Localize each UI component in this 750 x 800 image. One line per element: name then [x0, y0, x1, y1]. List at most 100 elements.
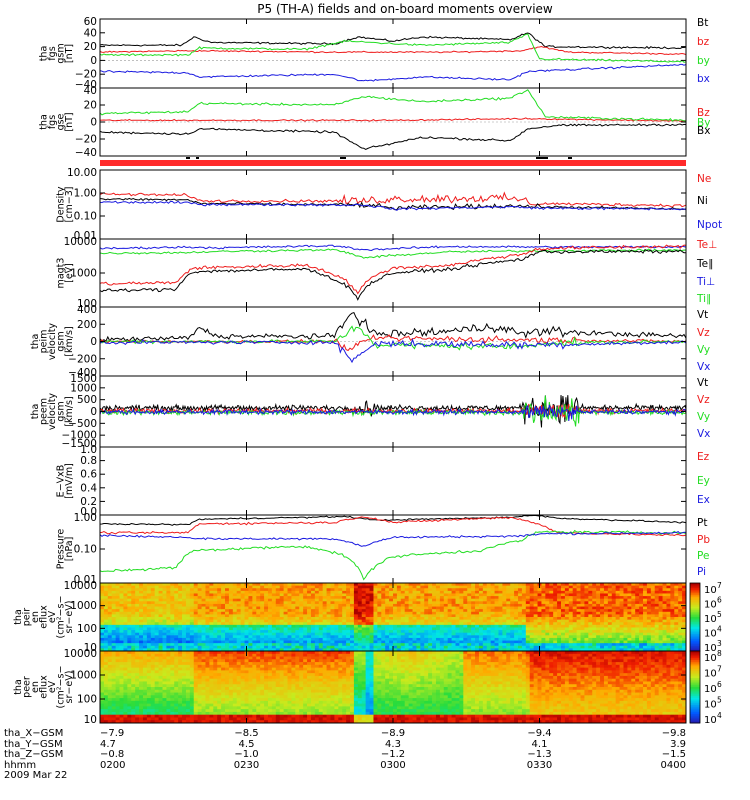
spectrogram-cell [287, 637, 292, 641]
spectrogram-cell [221, 675, 226, 680]
spectrogram-cell [310, 627, 316, 631]
spectrogram-cell [541, 645, 546, 649]
spectrogram-cell [162, 606, 167, 610]
spectrogram-cell [111, 640, 117, 644]
spectrogram-cell [150, 590, 156, 594]
spectrogram-cell [490, 596, 495, 600]
spectrogram-cell [506, 593, 511, 597]
spectrogram-cell [174, 585, 179, 589]
spectrogram-cell [150, 711, 156, 716]
spectrogram-cell [549, 635, 554, 639]
spectrogram-cell [518, 624, 523, 628]
spectrogram-cell [490, 611, 495, 615]
spectrogram-cell [107, 678, 113, 682]
spectrogram-cell [287, 601, 292, 605]
spectrogram-cell [654, 622, 660, 626]
spectrogram-cell [350, 645, 355, 649]
spectrogram-cell [182, 590, 187, 594]
spectrogram-cell [256, 596, 261, 600]
spectrogram-cell [600, 622, 605, 626]
spectrogram-cell [193, 640, 199, 644]
spectrogram-cell [389, 627, 394, 631]
spectrogram-cell [557, 645, 562, 649]
spectrogram-cell [510, 640, 515, 644]
spectrogram-cell [182, 585, 187, 589]
spectrogram-cell [115, 700, 120, 705]
spectrogram-cell [627, 614, 632, 618]
spectrogram-cell [162, 656, 167, 660]
spectrogram-cell [240, 720, 245, 724]
spectrogram-cell [185, 656, 191, 660]
spectrogram-cell [205, 609, 210, 613]
spectrogram-cell [244, 619, 249, 623]
spectrogram-cell [217, 659, 222, 663]
spectrogram-cell [295, 606, 300, 610]
spectrogram-cell [439, 635, 445, 639]
spectrogram-cell [201, 635, 206, 639]
spectrogram-cell [115, 593, 120, 597]
spectrogram-cell [674, 601, 679, 605]
spectrogram-cell [357, 590, 363, 594]
spectrogram-cell [131, 667, 136, 671]
spectrogram-cell [326, 583, 331, 587]
spectrogram-cell [357, 614, 363, 618]
spectrogram-cell [318, 614, 324, 618]
spectrogram-cell [142, 622, 148, 626]
spectrogram-cell [252, 609, 257, 613]
spectrogram-cell [615, 601, 620, 605]
spectrogram-cell [596, 648, 601, 652]
spectrogram-cell [572, 632, 578, 636]
spectrogram-cell [100, 651, 105, 655]
spectrogram-cell [236, 703, 242, 707]
spectrogram-cell [342, 622, 347, 626]
spectrogram-cell [213, 675, 218, 680]
spectrogram-cell [103, 624, 109, 628]
spectrogram-cell [549, 640, 554, 644]
spectrogram-cell [521, 583, 527, 587]
spectrogram-cell [252, 656, 257, 660]
series-fgs_gsm-3 [99, 63, 687, 82]
spectrogram-cell [166, 703, 171, 707]
spectrogram-cell [494, 619, 499, 623]
spectrogram-cell [592, 614, 597, 618]
spectrogram-cell [182, 609, 187, 613]
spectrogram-cell [682, 637, 687, 641]
spectrogram-cell [162, 640, 167, 644]
spectrogram-cell [338, 640, 343, 644]
spectrogram-cell [256, 640, 261, 644]
spectrogram-cell [475, 614, 480, 618]
spectrogram-cell [603, 593, 609, 597]
spectrogram-cell [471, 609, 476, 613]
spectrogram-cell [549, 585, 554, 589]
spectrogram-cell [318, 596, 324, 600]
spectrogram-cell [428, 617, 433, 621]
spectrogram-cell [170, 659, 175, 663]
spectrogram-cell [111, 643, 117, 647]
spectrogram-cell [580, 645, 585, 649]
spectrogram-cell [377, 643, 382, 647]
spectrogram-cell [447, 590, 452, 594]
spectrogram-cell [658, 632, 663, 636]
spectrogram-cell [510, 645, 515, 649]
spectrogram-cell [236, 635, 242, 639]
spectrogram-cell [572, 645, 578, 649]
spectrogram-cell [225, 588, 230, 592]
spectrogram-cell [314, 583, 320, 587]
spectrogram-cell [435, 585, 441, 589]
spectrogram-cell [389, 648, 394, 652]
spectrogram-cell [545, 593, 550, 597]
spectrogram-cell [252, 651, 257, 655]
spectrogram-cell [299, 585, 304, 589]
spectrogram-cell [545, 632, 550, 636]
spectrogram-cell [518, 637, 523, 641]
spectrogram-cell [150, 627, 156, 631]
spectrogram-cell [100, 601, 105, 605]
spectrogram-cell [135, 651, 140, 655]
spectrogram-cell [271, 630, 277, 634]
spectrogram-cell [584, 627, 589, 631]
spectrogram-cell [107, 656, 113, 660]
spectrogram-cell [607, 648, 613, 652]
spectrogram-cell [455, 593, 460, 597]
spectrogram-cell [291, 635, 296, 639]
spectrogram-cell [232, 678, 238, 682]
